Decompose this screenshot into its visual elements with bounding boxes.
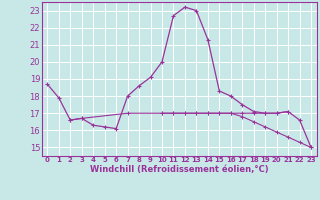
X-axis label: Windchill (Refroidissement éolien,°C): Windchill (Refroidissement éolien,°C) — [90, 165, 268, 174]
